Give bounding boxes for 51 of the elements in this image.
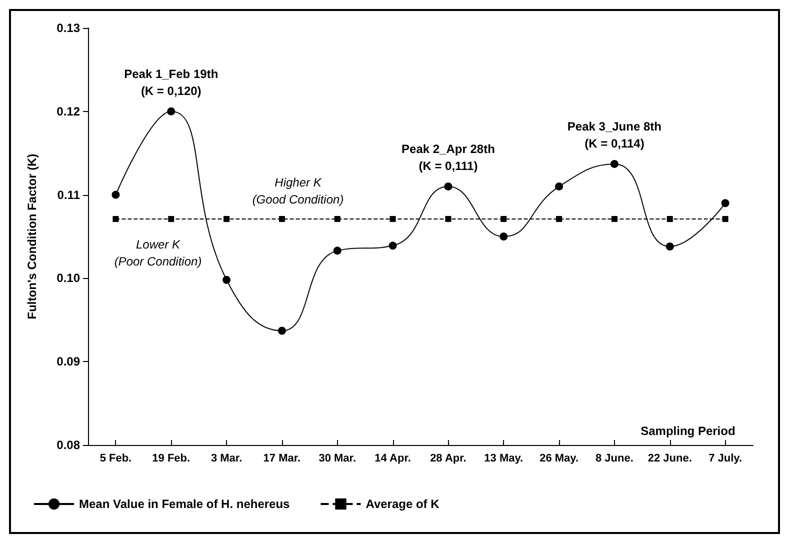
annotation: Peak 3_June 8th (K = 0,114) (567, 119, 662, 150)
x-tick-label: 28 Apr. (430, 452, 466, 464)
legend-label: Average of K (366, 497, 440, 511)
y-axis-title: Fulton's Condition Factor (K) (25, 154, 39, 320)
point (555, 182, 564, 190)
point (278, 216, 285, 222)
x-tick-label: 19 Feb. (152, 452, 190, 464)
annotation: Higher K (Good Condition) (252, 176, 344, 206)
x-axis-title: Sampling Period (640, 424, 736, 438)
annotation: Peak 2_Apr 28th (K = 0,111) (402, 142, 495, 173)
point (721, 199, 730, 208)
point (112, 190, 120, 199)
x-tick-label: 22 June. (648, 452, 692, 464)
point (334, 216, 340, 222)
point (500, 216, 507, 222)
annotation: Lower K (Poor Condition) (114, 238, 202, 268)
point (388, 242, 397, 250)
x-tick-label: 30 Mar. (318, 452, 356, 464)
point (445, 216, 452, 222)
point (444, 182, 452, 190)
point (224, 216, 230, 222)
x-tick-label: 7 July. (708, 452, 742, 464)
point (666, 242, 674, 251)
point (167, 107, 176, 116)
point (333, 246, 342, 255)
x-tick-label: 8 June. (596, 452, 634, 464)
y-tick-label: 0.08 (56, 438, 80, 452)
legend-label: Mean Value in Female of H. nehereus (79, 497, 290, 511)
y-tick-label: 0.10 (56, 271, 80, 286)
x-tick-label: 5 Feb. (100, 452, 132, 464)
y-tick-label: 0.09 (56, 354, 80, 369)
x-tick-label: 3 Mar. (210, 452, 242, 464)
x-tick-label: 13 May. (484, 452, 524, 464)
point (500, 232, 508, 240)
point (722, 216, 728, 222)
point (666, 216, 673, 222)
point (556, 216, 562, 222)
point (278, 326, 286, 335)
x-tick-label: 14 Apr. (374, 452, 411, 464)
point (112, 216, 119, 222)
point (390, 216, 396, 222)
point (168, 216, 174, 222)
y-tick-label: 0.13 (56, 21, 80, 35)
point (611, 216, 618, 222)
point (222, 276, 231, 284)
x-tick-label: 17 Mar. (263, 452, 301, 464)
x-tick-label: 26 May. (540, 452, 579, 464)
annotation: Peak 1_Feb 19th (K = 0,120) (124, 66, 218, 98)
point (610, 160, 618, 168)
y-tick-label: 0.11 (57, 188, 80, 202)
y-tick-label: 0.12 (56, 104, 80, 118)
